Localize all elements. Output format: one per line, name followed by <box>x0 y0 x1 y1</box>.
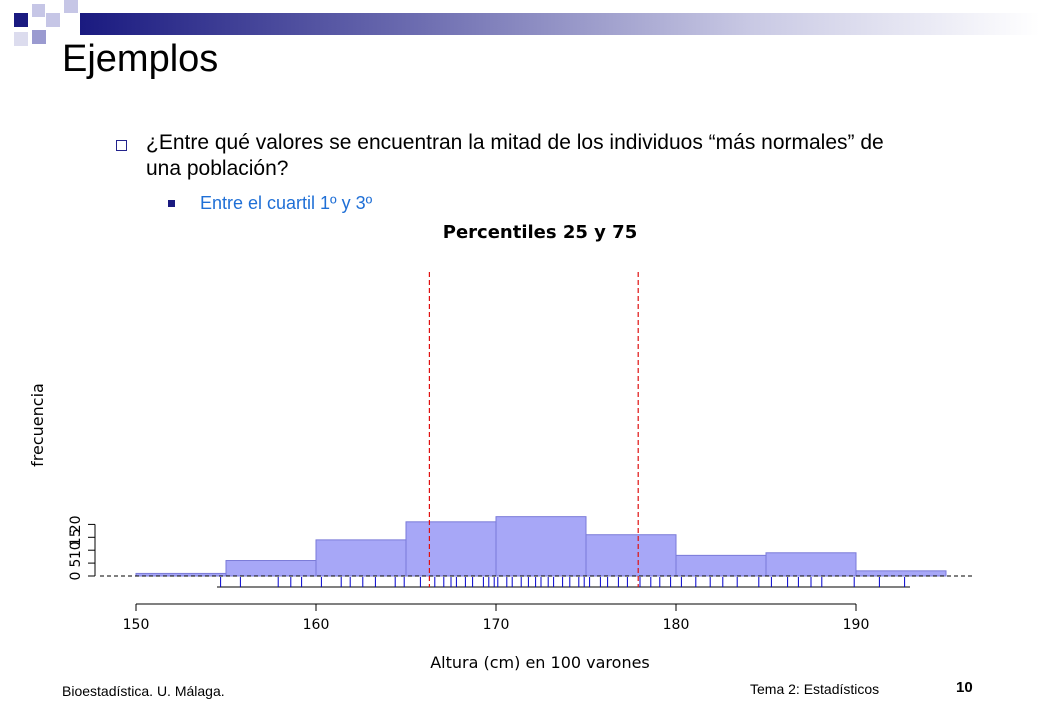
x-tick-label: 150 <box>123 617 150 633</box>
filled-square-bullet-icon <box>168 200 175 207</box>
histogram-bar <box>855 570 947 577</box>
histogram-bar <box>225 560 317 577</box>
question-text: ¿Entre qué valores se encuentran la mita… <box>146 131 884 180</box>
header-band <box>80 13 1040 35</box>
footer-topic: Tema 2: Estadísticos <box>750 681 880 697</box>
histogram-bar <box>585 534 677 577</box>
histogram-bar <box>405 521 497 577</box>
histogram-bar <box>495 516 587 577</box>
x-tick-label: 190 <box>843 617 870 633</box>
logo-square-light <box>32 4 45 17</box>
x-tick-label: 180 <box>663 617 690 633</box>
y-tick-label: 15 <box>68 528 84 546</box>
page-number: 10 <box>956 679 973 696</box>
footer-institution: Bioestadística. U. Málaga. <box>62 683 225 699</box>
x-tick-label: 170 <box>483 617 510 633</box>
y-tick-label: 10 <box>68 541 84 559</box>
logo-square-dark <box>14 13 28 27</box>
histogram-bar <box>675 554 767 577</box>
y-tick-label: 0 <box>68 572 84 581</box>
logo-square-light <box>14 32 28 46</box>
histogram-bar <box>765 552 857 577</box>
logo-square-light <box>46 13 60 27</box>
x-axis-label: Altura (cm) en 100 varones <box>430 653 650 672</box>
y-axis-label: frecuencia <box>28 383 47 467</box>
chart-title: Percentiles 25 y 75 <box>443 222 637 243</box>
slide-title: Ejemplos <box>62 38 219 80</box>
histogram-chart: Percentiles 25 y 75 frecuencia Altura (c… <box>28 222 975 672</box>
hollow-square-bullet-icon <box>116 140 127 151</box>
histogram-bar <box>315 539 407 577</box>
x-tick-label: 160 <box>303 617 330 633</box>
y-tick-label: 20 <box>68 515 84 533</box>
answer-text: Entre el cuartil 1º y 3º <box>200 193 373 213</box>
logo-square-light <box>64 0 78 13</box>
logo-square-mid <box>32 30 46 44</box>
y-tick-label: 5 <box>68 559 84 568</box>
